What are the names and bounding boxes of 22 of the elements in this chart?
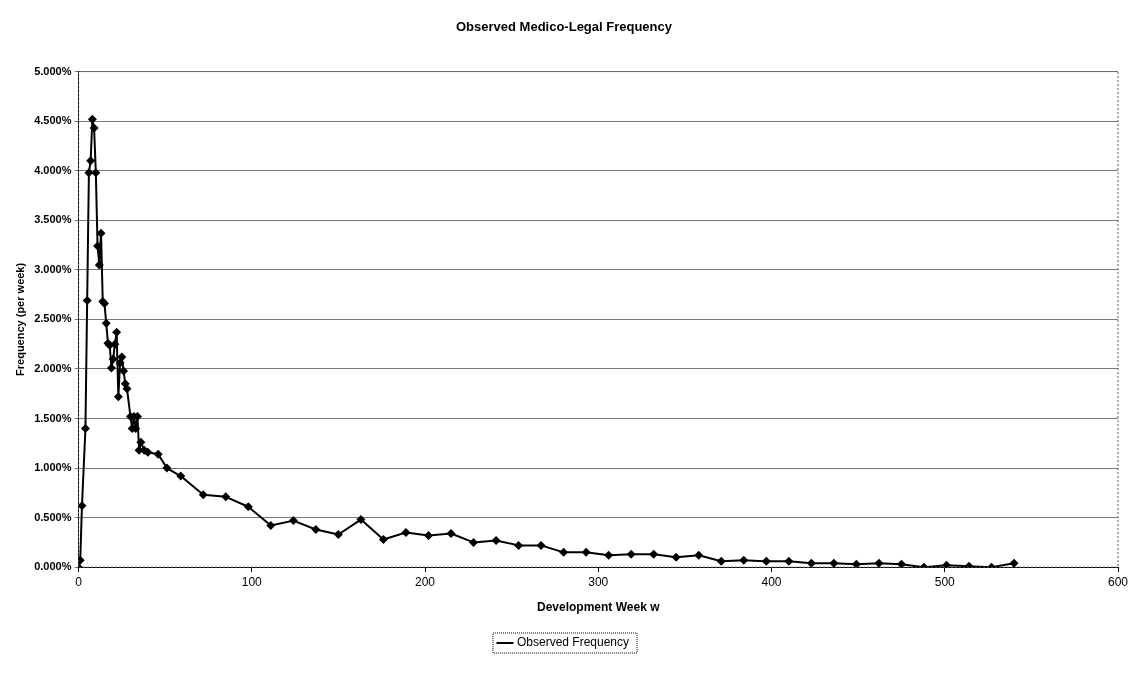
- chart-title: Observed Medico-Legal Frequency: [455, 19, 673, 35]
- x-tick-label: 500: [934, 574, 956, 589]
- y-tick-label: 4.500%: [34, 114, 72, 127]
- x-tick-label: 300: [588, 574, 609, 589]
- y-tick-label: 3.000%: [34, 262, 72, 275]
- x-tick-label: 400: [761, 574, 782, 589]
- y-tick-label: 2.000%: [34, 361, 72, 374]
- y-tick-label: 5.000%: [34, 64, 72, 77]
- y-tick-label: 4.000%: [34, 163, 72, 176]
- y-axis-title: Frequency (per week): [13, 262, 26, 376]
- x-tick-label: 200: [414, 574, 436, 589]
- y-tick-label: 0.000%: [34, 560, 72, 573]
- x-tick-label: 600: [1107, 574, 1129, 589]
- x-tick-label: 100: [241, 574, 263, 589]
- y-tick-label: 0.500%: [34, 510, 72, 523]
- y-tick-label: 1.000%: [34, 461, 72, 474]
- x-tick-label: 0: [75, 574, 83, 589]
- y-tick-label: 2.500%: [34, 312, 72, 325]
- legend-label: Observed Frequency: [516, 635, 630, 650]
- x-axis-title: Development Week w: [537, 600, 661, 615]
- y-tick-label: 3.500%: [34, 213, 72, 226]
- y-tick-label: 1.500%: [34, 411, 72, 424]
